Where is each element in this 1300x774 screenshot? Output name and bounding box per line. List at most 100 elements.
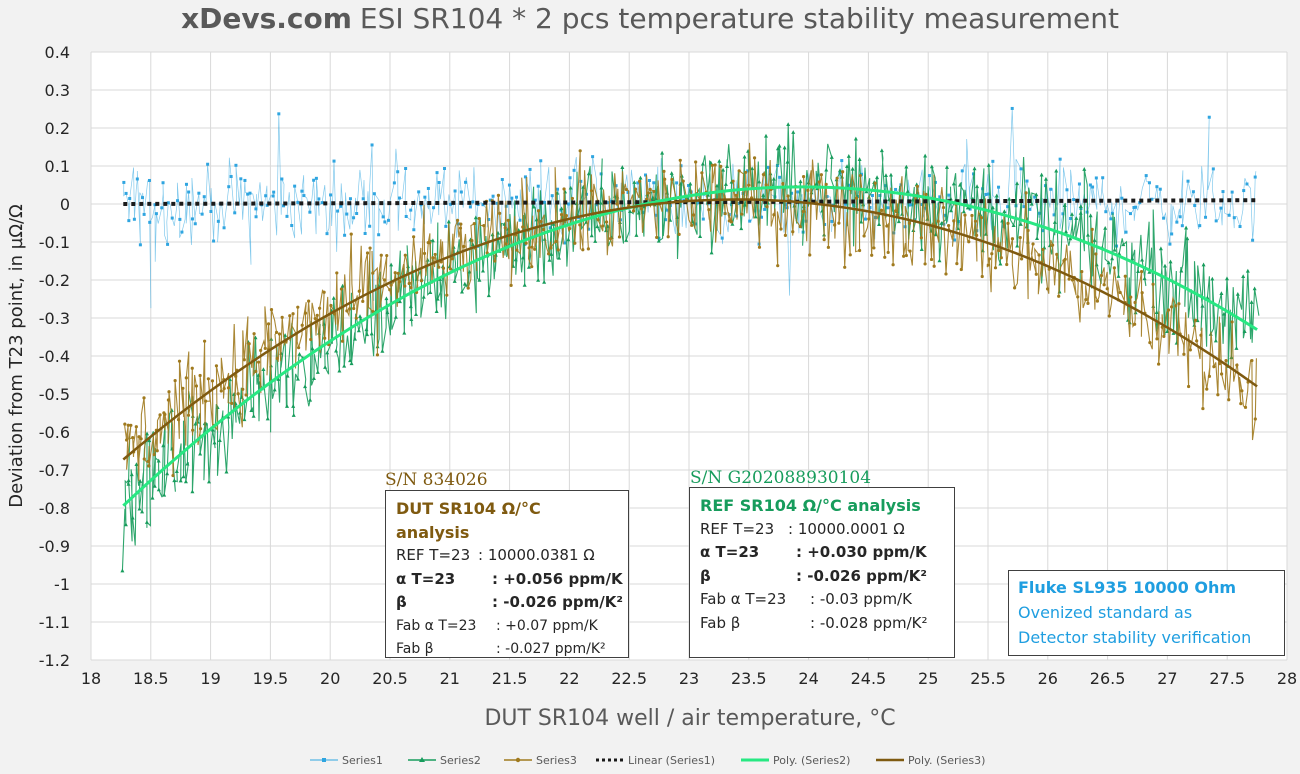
series2-point [620, 165, 625, 169]
series2-point [459, 289, 464, 294]
series1-point [404, 214, 408, 218]
series2-point [764, 133, 769, 138]
series1-point [533, 198, 537, 202]
series3-point [244, 393, 248, 397]
fluke-reference-box: Fluke SL935 10000 Ohm Ovenized standard … [1008, 570, 1285, 656]
series3-point [307, 299, 311, 303]
series3-point [191, 428, 195, 432]
series3-point [1034, 272, 1038, 276]
series3-point [335, 271, 339, 275]
series3-point [1037, 253, 1041, 257]
series2-point [961, 209, 966, 214]
series1-point [563, 241, 567, 245]
series3-point [1193, 318, 1198, 322]
series2-point [628, 209, 633, 214]
series1-point [383, 220, 387, 224]
series3-point [862, 234, 866, 238]
series2-point [542, 279, 547, 284]
series3-point [655, 235, 659, 240]
series2-point [1002, 209, 1007, 214]
series2-point [636, 210, 641, 215]
series2-point [709, 250, 714, 255]
x-tick-label: 24 [798, 669, 818, 688]
series1-point [1178, 215, 1182, 219]
series3-point [257, 360, 261, 364]
series1-point [468, 205, 472, 209]
series3-point [496, 193, 501, 197]
dut-serial-number: S/N 834026 [385, 470, 488, 490]
series3-point [1123, 274, 1127, 278]
series2-point [1252, 286, 1257, 291]
series1-point [1191, 190, 1195, 194]
series2-point [944, 165, 949, 169]
dut-beta-value: : -0.026 ppm/K² [492, 593, 623, 611]
series3-point [817, 180, 821, 184]
series1-point [1022, 205, 1026, 209]
ref-row-beta: β: -0.026 ppm/K² [700, 565, 944, 589]
x-tick-label: 27 [1157, 669, 1177, 688]
series3-point [542, 227, 546, 232]
series2-point [875, 175, 880, 180]
series3-point [393, 271, 397, 275]
series3-point [1212, 364, 1216, 369]
series1-point [243, 178, 247, 182]
series3-point [288, 314, 292, 318]
series3-point [1129, 295, 1133, 299]
series1-point [404, 167, 408, 171]
series3-point [509, 283, 513, 287]
series1-point [1094, 176, 1098, 180]
fluke-box-line3: Detector stability verification [1018, 628, 1252, 647]
series2-point [1034, 192, 1039, 197]
series2-point [144, 520, 149, 524]
series3-point [422, 251, 427, 256]
series2-point [896, 219, 901, 224]
series3-point [713, 163, 717, 167]
series2-point [829, 155, 834, 159]
series2-point [771, 176, 776, 181]
series1-point [1253, 175, 1257, 179]
series1-point [830, 219, 834, 223]
series3-point [608, 236, 613, 241]
dut-row-beta: β: -0.026 ppm/K² [396, 591, 623, 615]
series3-point [309, 337, 313, 342]
series3-point [677, 232, 681, 236]
series3-point [146, 459, 150, 464]
series3-point [375, 353, 380, 357]
series2-point [172, 478, 177, 483]
series2-point [559, 206, 564, 211]
series2-point [310, 346, 315, 351]
ref-ref-label: REF T=23 [700, 519, 775, 538]
series2-point [638, 175, 643, 180]
series1-point [1230, 190, 1234, 194]
series3-point [757, 245, 762, 249]
series3-point [752, 156, 757, 160]
series1-point [209, 209, 213, 213]
series3-point [902, 254, 906, 258]
dut-analysis-box: DUT SR104 Ω/°C analysis REF T=23: 10000.… [385, 490, 629, 658]
series2-point [723, 182, 728, 186]
series2-point [965, 205, 970, 210]
dut-fab-beta-label: Fab β [396, 641, 434, 657]
series3-point [445, 293, 449, 297]
series2-point [910, 197, 915, 202]
series1-point [1147, 181, 1151, 185]
series2-point [698, 234, 703, 238]
series3-point [1070, 278, 1075, 282]
series3-point [556, 248, 560, 252]
series3-point [1055, 252, 1059, 256]
series3-point [1057, 294, 1061, 298]
series1-point [161, 181, 165, 185]
series3-point [190, 366, 194, 370]
series2-point [1140, 257, 1145, 262]
series2-point [303, 384, 308, 389]
series2-point [951, 181, 956, 186]
series1-point [290, 223, 294, 227]
x-tick-label: 25.5 [970, 669, 1006, 688]
series1-point [1170, 232, 1174, 236]
series1-point [746, 169, 750, 173]
series1-point [539, 159, 543, 163]
series2-point [402, 330, 407, 335]
ref-box-title: REF SR104 Ω/°C analysis [700, 496, 921, 515]
series1-point [1019, 167, 1023, 171]
series2-point [242, 417, 247, 422]
